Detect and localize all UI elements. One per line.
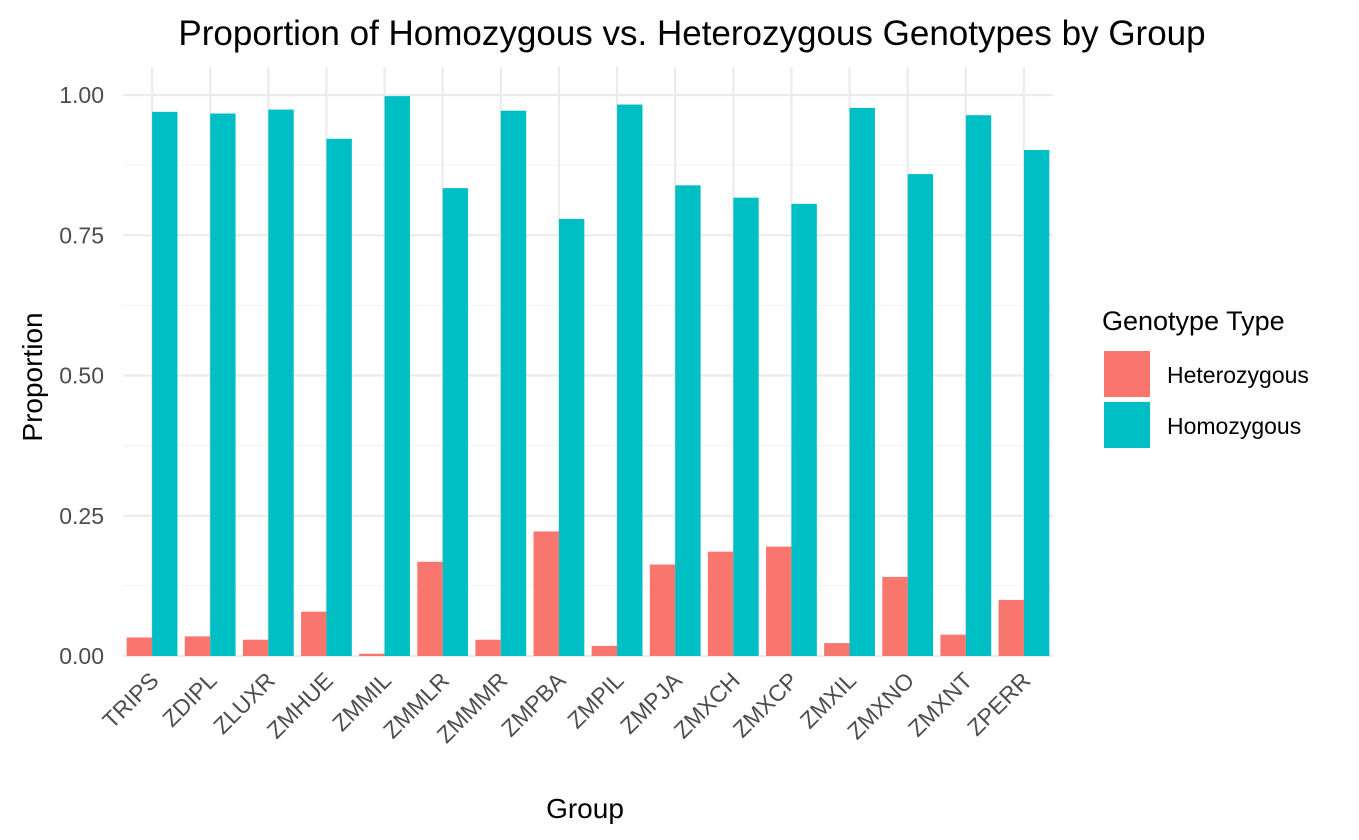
- bar-heterozygous-zmmlr: [417, 561, 443, 656]
- legend-key-heterozygous: [1104, 351, 1150, 397]
- bar-homozygous-zmxno: [907, 174, 934, 656]
- x-tick-label: ZMXCP: [728, 667, 803, 742]
- bar-homozygous-zmpba: [558, 218, 585, 656]
- bar-homozygous-zmxnt: [965, 115, 992, 657]
- legend-label-homozygous: Homozygous: [1167, 413, 1301, 439]
- x-tick-label: ZMPBA: [496, 667, 571, 742]
- bar-heterozygous-zmpil: [591, 645, 618, 656]
- bars: [126, 96, 1050, 657]
- bar-homozygous-zmxcp: [791, 203, 817, 657]
- bar-homozygous-zluxr: [268, 109, 294, 656]
- x-tick-label: ZPERR: [962, 667, 1036, 741]
- chart-title: Proportion of Homozygous vs. Heterozygou…: [178, 14, 1205, 53]
- bar-heterozygous-zdipl: [184, 636, 211, 656]
- bar-heterozygous-zmxil: [824, 643, 850, 656]
- bar-homozygous-zmpja: [675, 185, 701, 657]
- x-tick-label: ZMXNT: [903, 667, 977, 741]
- bar-homozygous-zmmil: [384, 96, 410, 656]
- y-tick-label: 1.00: [59, 82, 104, 108]
- bar-homozygous-zmhue: [326, 138, 352, 656]
- bar-heterozygous-zmxnt: [940, 634, 966, 656]
- x-tick-label: ZMXCH: [669, 667, 745, 743]
- legend-title: Genotype Type: [1102, 306, 1285, 336]
- bar-heterozygous-zmmil: [359, 653, 385, 656]
- bar-homozygous-zperr: [1023, 149, 1050, 656]
- legend-label-heterozygous: Heterozygous: [1167, 362, 1309, 388]
- bar-heterozygous-zmmmr: [475, 639, 501, 656]
- y-tick-label: 0.75: [59, 222, 104, 248]
- y-axis-ticks: 0.00 0.25 0.50 0.75 1.00: [59, 82, 104, 669]
- bar-heterozygous-zluxr: [242, 639, 269, 656]
- bar-heterozygous-zmpja: [649, 564, 676, 656]
- bar-homozygous-trips: [152, 111, 178, 656]
- bar-heterozygous-zmhue: [301, 611, 327, 656]
- bar-homozygous-zmxch: [733, 197, 759, 656]
- legend: Genotype Type Heterozygous Homozygous: [1102, 306, 1309, 448]
- bar-heterozygous-zmxch: [707, 551, 734, 656]
- bar-heterozygous-zmxno: [882, 576, 908, 656]
- y-tick-label: 0.50: [59, 363, 104, 389]
- bar-homozygous-zdipl: [210, 113, 236, 656]
- x-tick-label: TRIPS: [97, 667, 163, 733]
- x-axis-title: Group: [546, 793, 624, 824]
- bar-homozygous-zmxil: [849, 107, 875, 656]
- bar-homozygous-zmmlr: [442, 188, 469, 656]
- bar-heterozygous-zmpba: [533, 531, 559, 656]
- y-tick-label: 0.25: [59, 503, 104, 529]
- legend-key-homozygous: [1104, 402, 1150, 448]
- x-tick-label: ZMHUE: [262, 667, 338, 743]
- bar-homozygous-zmmmr: [500, 110, 527, 656]
- y-axis-title: Proportion: [17, 312, 48, 441]
- bar-homozygous-zmpil: [617, 104, 643, 657]
- x-axis-ticks: TRIPSZDIPLZLUXRZMHUEZMMILZMMLRZMMMRZMPBA…: [97, 667, 1035, 748]
- bar-heterozygous-trips: [126, 637, 153, 656]
- bar-heterozygous-zmxcp: [766, 546, 792, 656]
- y-tick-label: 0.00: [59, 643, 104, 669]
- bar-heterozygous-zperr: [998, 599, 1024, 656]
